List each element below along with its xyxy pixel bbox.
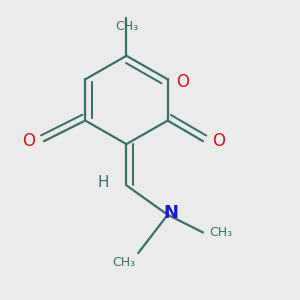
- Text: O: O: [22, 132, 35, 150]
- Text: CH₃: CH₃: [115, 20, 138, 33]
- Text: CH₃: CH₃: [209, 226, 232, 239]
- Text: CH₃: CH₃: [112, 256, 135, 269]
- Text: H: H: [97, 175, 109, 190]
- Text: O: O: [212, 132, 225, 150]
- Text: N: N: [163, 204, 178, 222]
- Text: O: O: [176, 73, 190, 91]
